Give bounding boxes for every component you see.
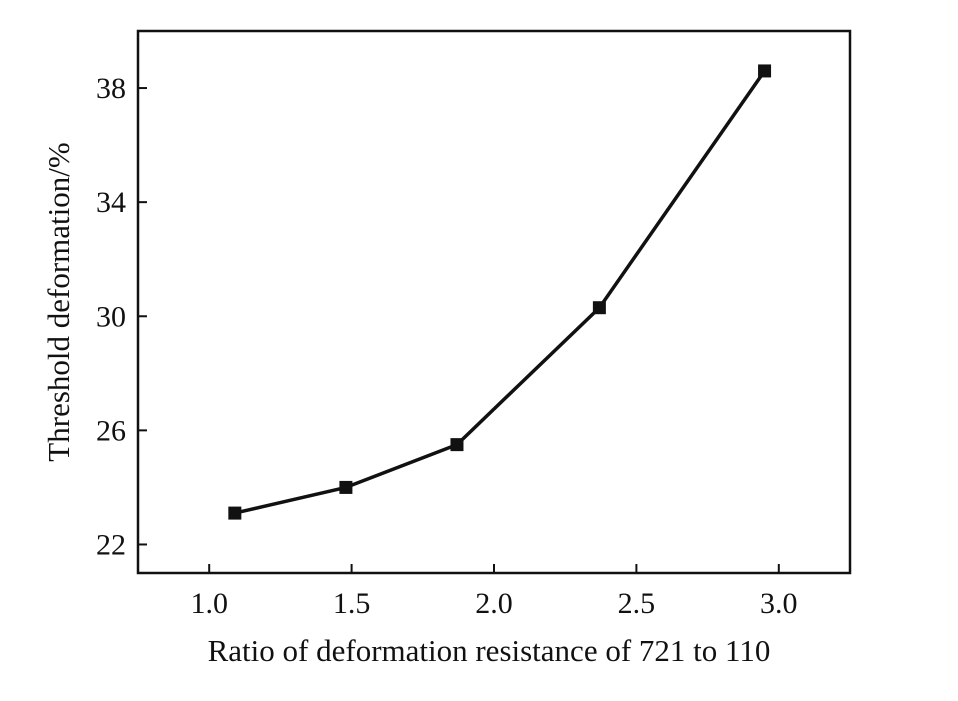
x-axis: 1.0 1.5 2.0 2.5 3.0 [190, 564, 798, 620]
x-tick-label: 2.0 [475, 587, 513, 620]
y-tick-label: 22 [96, 528, 126, 561]
x-tick-label: 1.5 [333, 587, 371, 620]
data-point-marker [228, 506, 242, 520]
data-point-marker [758, 64, 772, 78]
y-tick-label: 30 [96, 300, 126, 333]
data-point-marker [450, 438, 464, 452]
y-tick-label: 26 [96, 414, 126, 447]
x-tick-label: 2.5 [618, 587, 656, 620]
x-tick-label: 1.0 [190, 587, 228, 620]
y-axis-title: Threshold deformation/% [41, 142, 76, 461]
y-axis: 22 26 30 34 38 [96, 72, 147, 561]
x-axis-title: Ratio of deformation resistance of 721 t… [208, 633, 771, 668]
data-series [228, 64, 772, 520]
y-tick-label: 34 [96, 186, 126, 219]
y-tick-label: 38 [96, 72, 126, 105]
x-tick-label: 3.0 [760, 587, 798, 620]
data-point-marker [339, 480, 353, 494]
data-point-marker [592, 301, 606, 315]
